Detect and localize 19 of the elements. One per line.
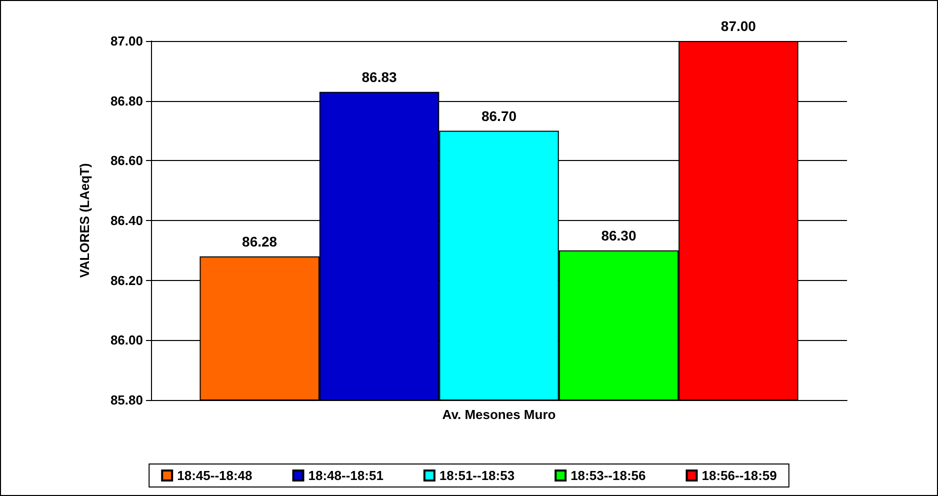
y-tick-label: 85.80 <box>110 392 143 408</box>
data-label: 86.28 <box>242 233 278 250</box>
legend-label: 18:51--18:53 <box>439 468 515 483</box>
legend-label: 18:56--18:59 <box>702 468 777 483</box>
data-label: 86.83 <box>362 68 398 85</box>
x-tick-label: Av. Mesones Muro <box>442 407 556 422</box>
y-axis-title: VALORES (LAeqT) <box>77 163 92 278</box>
y-tick-label: 86.40 <box>110 213 143 228</box>
data-label: 86.70 <box>481 108 517 124</box>
y-tick-label: 86.20 <box>110 272 143 288</box>
y-tick-label: 86.00 <box>110 332 143 348</box>
y-tick-label: 86.60 <box>110 153 143 168</box>
y-tick-label: 86.80 <box>110 93 143 108</box>
y-tick-label: 87.00 <box>110 34 143 48</box>
data-label: 87.00 <box>720 18 756 34</box>
legend-label: 18:53--18:56 <box>570 468 646 483</box>
legend-label: 18:48--18:51 <box>308 468 384 483</box>
legend-label: 18:45--18:48 <box>177 468 252 483</box>
data-label: 86.30 <box>601 227 636 244</box>
